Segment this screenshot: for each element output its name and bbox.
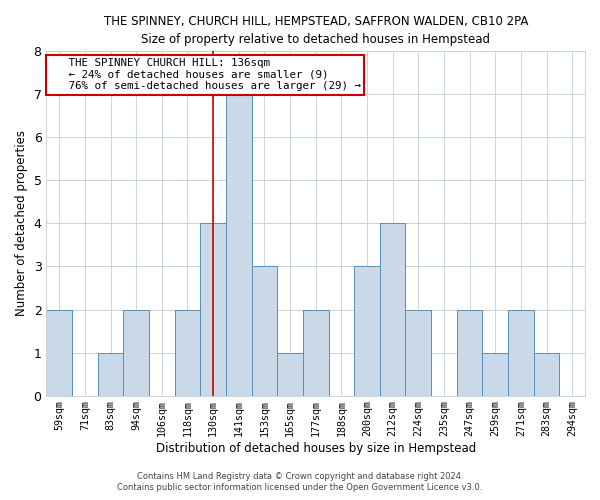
- Bar: [508, 310, 534, 396]
- X-axis label: Distribution of detached houses by size in Hempstead: Distribution of detached houses by size …: [155, 442, 476, 455]
- Text: THE SPINNEY CHURCH HILL: 136sqm
   ← 24% of detached houses are smaller (9)
   7: THE SPINNEY CHURCH HILL: 136sqm ← 24% of…: [49, 58, 361, 92]
- Y-axis label: Number of detached properties: Number of detached properties: [15, 130, 28, 316]
- Bar: [482, 352, 508, 396]
- Bar: [277, 352, 303, 396]
- Bar: [457, 310, 482, 396]
- Bar: [226, 94, 251, 396]
- Bar: [380, 224, 406, 396]
- Bar: [251, 266, 277, 396]
- Bar: [98, 352, 124, 396]
- Text: Contains HM Land Registry data © Crown copyright and database right 2024.
Contai: Contains HM Land Registry data © Crown c…: [118, 472, 482, 492]
- Bar: [406, 310, 431, 396]
- Bar: [534, 352, 559, 396]
- Bar: [200, 224, 226, 396]
- Bar: [124, 310, 149, 396]
- Bar: [303, 310, 329, 396]
- Bar: [175, 310, 200, 396]
- Bar: [354, 266, 380, 396]
- Bar: [46, 310, 72, 396]
- Title: THE SPINNEY, CHURCH HILL, HEMPSTEAD, SAFFRON WALDEN, CB10 2PA
Size of property r: THE SPINNEY, CHURCH HILL, HEMPSTEAD, SAF…: [104, 15, 528, 46]
